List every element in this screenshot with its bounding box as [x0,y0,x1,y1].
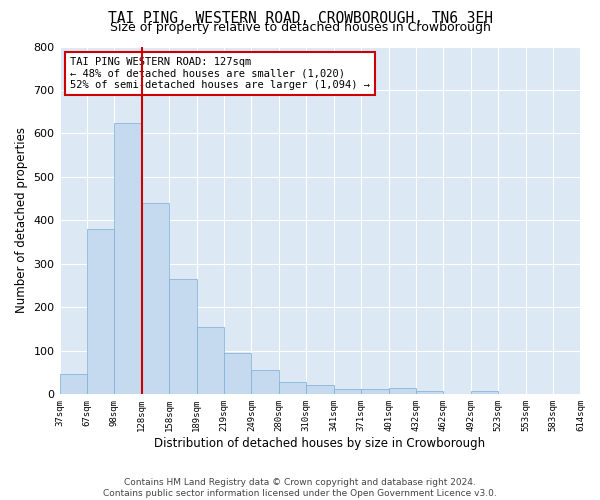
Bar [307,385,334,394]
Bar [142,203,169,394]
Bar [251,370,279,394]
Y-axis label: Number of detached properties: Number of detached properties [15,128,28,314]
Bar [279,382,307,394]
Bar [224,353,251,395]
Bar [169,279,197,394]
Bar [416,391,443,394]
Bar [361,389,389,394]
Text: TAI PING WESTERN ROAD: 127sqm
← 48% of detached houses are smaller (1,020)
52% o: TAI PING WESTERN ROAD: 127sqm ← 48% of d… [70,57,370,90]
Bar [87,229,115,394]
X-axis label: Distribution of detached houses by size in Crowborough: Distribution of detached houses by size … [154,437,485,450]
Bar [59,374,87,394]
Bar [389,388,416,394]
Bar [471,391,498,394]
Bar [197,327,224,394]
Bar [115,122,142,394]
Bar [334,389,361,394]
Text: Size of property relative to detached houses in Crowborough: Size of property relative to detached ho… [110,22,490,35]
Text: TAI PING, WESTERN ROAD, CROWBOROUGH, TN6 3EH: TAI PING, WESTERN ROAD, CROWBOROUGH, TN6… [107,11,493,26]
Text: Contains HM Land Registry data © Crown copyright and database right 2024.
Contai: Contains HM Land Registry data © Crown c… [103,478,497,498]
